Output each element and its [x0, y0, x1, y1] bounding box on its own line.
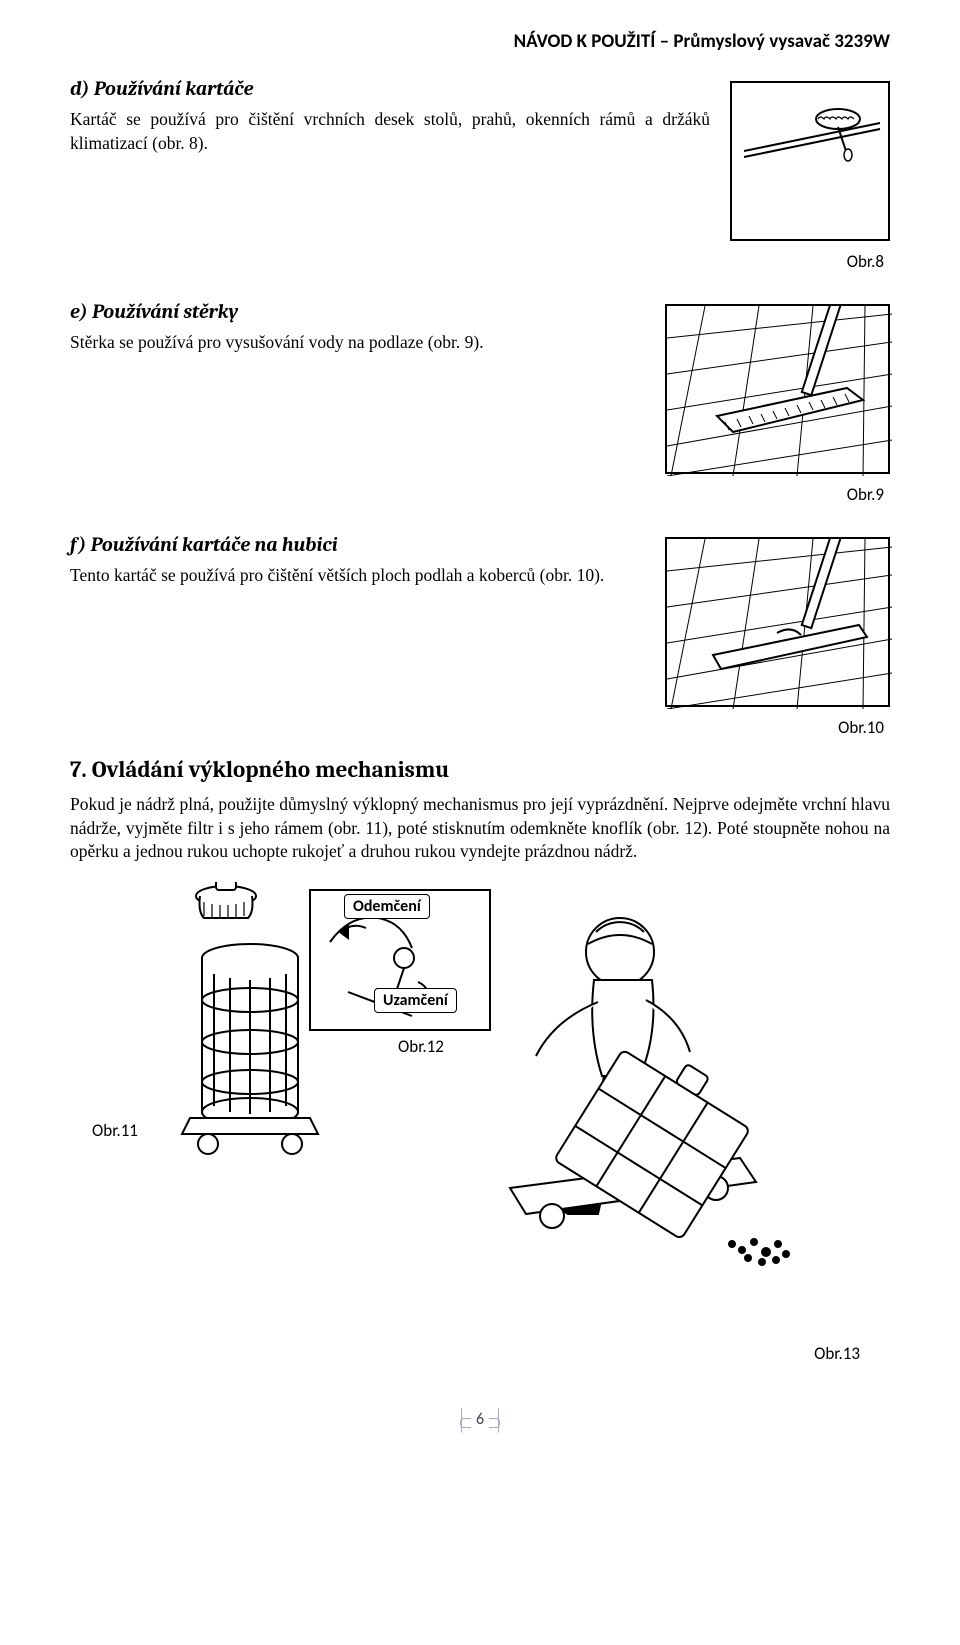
bottom-figures: Odemčení Uzamčení Obr.12 Obr.11 Obr.13 — [70, 882, 890, 1382]
section-f-heading: f) Používání kartáče na hubici — [70, 533, 645, 556]
document-header: NÁVOD K POUŽITÍ – Průmyslový vysavač 323… — [70, 30, 890, 53]
figure-obr13 — [180, 882, 820, 1302]
caption-obr13: Obr.13 — [814, 1343, 860, 1364]
label-lock: Uzamčení — [374, 988, 457, 1013]
section-d-row: d) Používání kartáče Kartáč se používá p… — [70, 77, 890, 272]
section-f-row: f) Používání kartáče na hubici Tento kar… — [70, 533, 890, 738]
section-e-text: e) Používání stěrky Stěrka se používá pr… — [70, 300, 665, 355]
figure-obr11-wrap: Obr.11 — [92, 1112, 138, 1141]
section-e-heading: e) Používání stěrky — [70, 300, 645, 323]
section-d-text: d) Používání kartáče Kartáč se používá p… — [70, 77, 730, 155]
figure-obr9 — [665, 304, 890, 474]
section-d-body: Kartáč se používá pro čištění vrchních d… — [70, 108, 710, 155]
section-f-body: Tento kartáč se používá pro čištění větš… — [70, 564, 645, 588]
caption-obr9: Obr.9 — [665, 484, 890, 505]
section-7-body: Pokud je nádrž plná, použijte důmyslný v… — [70, 793, 890, 864]
figure-obr10-wrap: Obr.10 — [665, 537, 890, 738]
caption-obr8: Obr.8 — [730, 251, 890, 272]
caption-obr10: Obr.10 — [665, 717, 890, 738]
caption-obr12: Obr.12 — [398, 1036, 444, 1057]
section-d-heading: d) Používání kartáče — [70, 77, 710, 100]
page-number-wrap: 6 — [70, 1408, 890, 1433]
figure-obr8-svg — [732, 83, 892, 243]
section-f-text: f) Používání kartáče na hubici Tento kar… — [70, 533, 665, 588]
caption-obr11: Obr.11 — [92, 1120, 138, 1141]
figure-obr9-wrap: Obr.9 — [665, 304, 890, 505]
figure-obr10 — [665, 537, 890, 707]
figure-obr8 — [730, 81, 890, 241]
figure-obr13-wrap: Odemčení Uzamčení Obr.12 — [180, 882, 820, 1302]
figure-obr9-svg — [667, 306, 892, 476]
page-number: 6 — [461, 1408, 499, 1433]
figure-obr10-svg — [667, 539, 892, 709]
figure-obr8-wrap: Obr.8 — [730, 81, 890, 272]
section-e-body: Stěrka se používá pro vysušování vody na… — [70, 331, 645, 355]
section-e-row: e) Používání stěrky Stěrka se používá pr… — [70, 300, 890, 505]
label-unlock: Odemčení — [344, 894, 430, 919]
section-7-heading: 7. Ovládání výklopného mechanismu — [70, 756, 890, 783]
